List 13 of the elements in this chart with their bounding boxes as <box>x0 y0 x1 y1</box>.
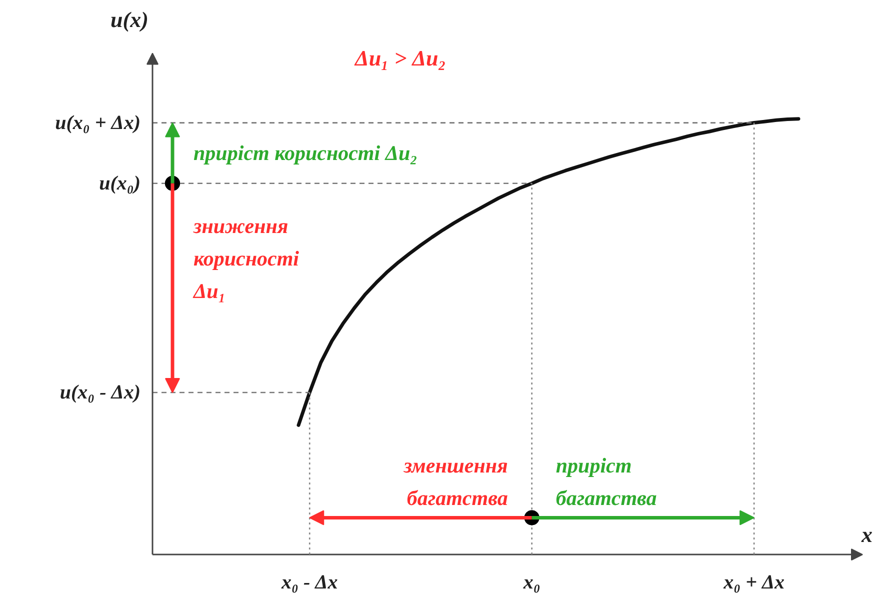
x-tick-label: x₀ <box>522 572 540 594</box>
annotation: приріст корисності Δu₂ <box>194 141 418 166</box>
chart-title: Δu₁ > Δu₂ <box>354 46 446 71</box>
x-tick-label: x₀ - Δx <box>280 572 338 594</box>
ref-line-label: u(x₀ - Δx) <box>60 381 141 404</box>
annotation: приріст багатства <box>556 453 657 510</box>
x-tick-label: x₀ + Δx <box>722 572 785 594</box>
annotation: зниження корисності Δu₁ <box>192 214 300 303</box>
ref-line-label: u(x₀ + Δx) <box>55 112 141 134</box>
text: u(x) <box>110 6 148 32</box>
annotation: зменшення багатства <box>402 453 508 510</box>
x-axis-title: x <box>860 522 872 548</box>
ref-line-label: u(x₀) <box>99 172 141 194</box>
